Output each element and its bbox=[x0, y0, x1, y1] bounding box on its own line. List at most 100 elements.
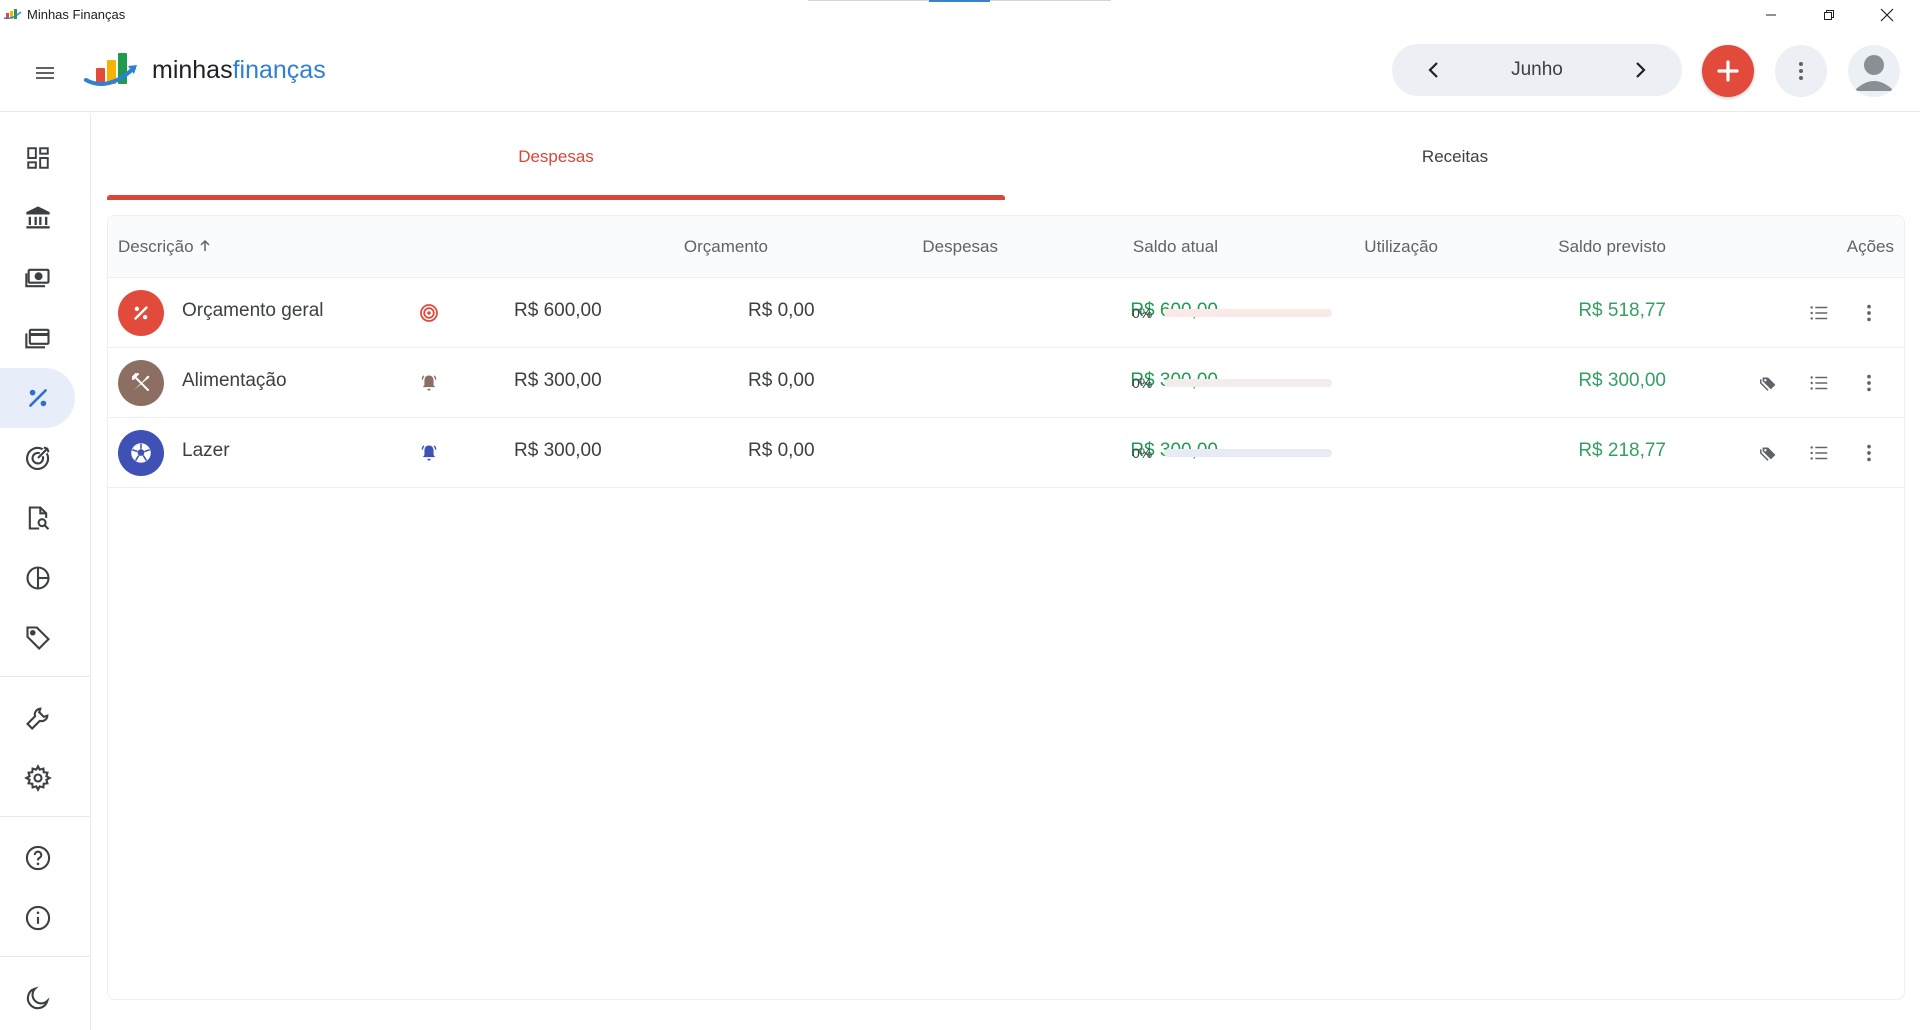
user-avatar[interactable] bbox=[1848, 45, 1900, 97]
row-descricao[interactable]: Alimentação bbox=[182, 370, 287, 391]
month-navigator: Junho bbox=[1392, 44, 1682, 96]
column-header-utilizacao[interactable]: Utilização bbox=[1364, 237, 1438, 256]
menu-button[interactable] bbox=[24, 52, 66, 94]
money-icon bbox=[24, 268, 50, 288]
pie-chart-icon bbox=[25, 566, 50, 590]
column-header-orcamento[interactable]: Orçamento bbox=[683, 237, 768, 256]
row-utilizacao-percent: 0% bbox=[1132, 305, 1153, 321]
window-title: Minhas Finanças bbox=[27, 7, 126, 22]
brand-name: minhasfinanças bbox=[152, 56, 326, 85]
brand-name-part2: finanças bbox=[232, 56, 326, 84]
target-icon bbox=[25, 446, 49, 470]
moon-icon bbox=[26, 986, 49, 1010]
active-tab-indicator bbox=[107, 195, 1005, 200]
tags-button[interactable] bbox=[1755, 439, 1783, 467]
sidebar-item-budgets[interactable] bbox=[0, 368, 75, 428]
sidebar-item-reports[interactable] bbox=[0, 488, 75, 548]
row-utilizacao-percent: 0% bbox=[1132, 375, 1153, 391]
tab-receitas-label: Receitas bbox=[1421, 146, 1489, 166]
tab-despesas[interactable]: Despesas bbox=[107, 113, 1005, 200]
sidebar-divider bbox=[0, 956, 90, 957]
budget-status bbox=[418, 302, 440, 324]
row-more-button[interactable] bbox=[1855, 299, 1883, 327]
row-orcamento: R$ 600,00 bbox=[514, 300, 602, 321]
credit-card-icon bbox=[24, 328, 50, 349]
list-transactions-button[interactable] bbox=[1805, 299, 1833, 327]
restore-button[interactable] bbox=[1800, 0, 1858, 30]
tab-despesas-label: Despesas bbox=[518, 146, 594, 166]
bank-icon bbox=[25, 206, 50, 229]
row-saldo-previsto: R$ 218,77 bbox=[1578, 440, 1666, 461]
more-vert-icon bbox=[1867, 304, 1871, 322]
soccer-ball-icon bbox=[131, 443, 151, 463]
tag-icon bbox=[25, 626, 50, 650]
prev-month-button[interactable] bbox=[1422, 58, 1446, 82]
tags-button[interactable] bbox=[1755, 369, 1783, 397]
bell-icon bbox=[421, 375, 437, 391]
sidebar-item-accounts[interactable] bbox=[0, 188, 75, 248]
help-icon bbox=[25, 845, 50, 871]
current-month[interactable]: Junho bbox=[1511, 59, 1563, 80]
row-orcamento: R$ 300,00 bbox=[514, 440, 602, 461]
column-header-saldo-atual[interactable]: Saldo atual bbox=[1132, 237, 1218, 256]
more-vert-icon bbox=[1867, 444, 1871, 462]
sidebar-item-help[interactable] bbox=[0, 828, 75, 888]
row-despesas: R$ 0,00 bbox=[748, 440, 815, 461]
sidebar-item-dashboard[interactable] bbox=[0, 128, 75, 188]
sidebar-item-settings[interactable] bbox=[0, 748, 75, 808]
account-circle-icon bbox=[1854, 55, 1894, 91]
category-icon bbox=[118, 360, 164, 406]
minimize-icon bbox=[1766, 14, 1776, 16]
tabs: Despesas Receitas bbox=[107, 113, 1905, 200]
list-transactions-button[interactable] bbox=[1805, 439, 1833, 467]
tab-receitas[interactable]: Receitas bbox=[1005, 113, 1905, 200]
row-despesas: R$ 0,00 bbox=[748, 300, 815, 321]
sidebar-item-goals[interactable] bbox=[0, 428, 75, 488]
sidebar-item-tags[interactable] bbox=[0, 608, 75, 668]
row-utilizacao-percent: 0% bbox=[1132, 445, 1153, 461]
row-saldo-previsto: R$ 518,77 bbox=[1578, 300, 1666, 321]
titlebar-accent bbox=[929, 0, 990, 2]
column-header-despesas[interactable]: Despesas bbox=[922, 237, 998, 256]
dashboard-icon bbox=[26, 147, 49, 169]
sidebar-item-transactions[interactable] bbox=[0, 248, 75, 308]
add-button[interactable] bbox=[1702, 45, 1754, 97]
category-icon bbox=[118, 290, 164, 336]
sidebar-item-about[interactable] bbox=[0, 888, 75, 948]
row-descricao[interactable]: Orçamento geral bbox=[182, 300, 324, 321]
row-more-button[interactable] bbox=[1855, 369, 1883, 397]
menu-icon bbox=[36, 67, 54, 79]
list-icon bbox=[1810, 306, 1828, 320]
row-orcamento: R$ 300,00 bbox=[514, 370, 602, 391]
sidebar-item-tools[interactable] bbox=[0, 688, 75, 748]
close-button[interactable] bbox=[1858, 0, 1916, 30]
list-icon bbox=[1810, 446, 1828, 460]
row-more-button[interactable] bbox=[1855, 439, 1883, 467]
sidebar-divider bbox=[0, 816, 90, 817]
column-header-saldo-previsto[interactable]: Saldo previsto bbox=[1558, 237, 1666, 256]
sidebar-item-cards[interactable] bbox=[0, 308, 75, 368]
column-header-descricao[interactable]: Descrição bbox=[118, 237, 212, 257]
tags-icon bbox=[1760, 377, 1776, 391]
list-transactions-button[interactable] bbox=[1805, 369, 1833, 397]
sidebar-divider bbox=[0, 676, 90, 677]
info-icon bbox=[25, 905, 50, 931]
more-options-button[interactable] bbox=[1775, 45, 1827, 97]
minimize-button[interactable] bbox=[1742, 0, 1800, 30]
row-utilizacao-bar bbox=[1164, 379, 1332, 387]
table-header: Descrição Orçamento Despesas Saldo atual… bbox=[108, 216, 1904, 278]
next-month-button[interactable] bbox=[1628, 58, 1652, 82]
column-header-acoes: Ações bbox=[1846, 237, 1894, 256]
sidebar-item-charts[interactable] bbox=[0, 548, 75, 608]
sidebar-item-dark-mode[interactable] bbox=[0, 968, 75, 1028]
category-icon bbox=[118, 430, 164, 476]
chevron-left-icon bbox=[1428, 62, 1438, 78]
close-icon bbox=[1880, 8, 1894, 22]
row-despesas: R$ 0,00 bbox=[748, 370, 815, 391]
budget-status bbox=[418, 442, 440, 464]
brand-logo-icon bbox=[84, 53, 137, 86]
row-descricao[interactable]: Lazer bbox=[182, 440, 230, 461]
